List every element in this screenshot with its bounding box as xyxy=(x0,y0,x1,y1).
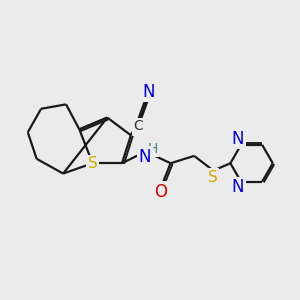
Text: N: N xyxy=(232,130,244,148)
Text: N: N xyxy=(142,83,155,101)
Text: N: N xyxy=(232,178,244,196)
Text: N: N xyxy=(139,148,151,166)
Text: H: H xyxy=(148,142,158,156)
Text: O: O xyxy=(154,183,167,201)
Text: C: C xyxy=(133,119,143,134)
Text: S: S xyxy=(208,169,218,184)
Text: S: S xyxy=(88,156,98,171)
